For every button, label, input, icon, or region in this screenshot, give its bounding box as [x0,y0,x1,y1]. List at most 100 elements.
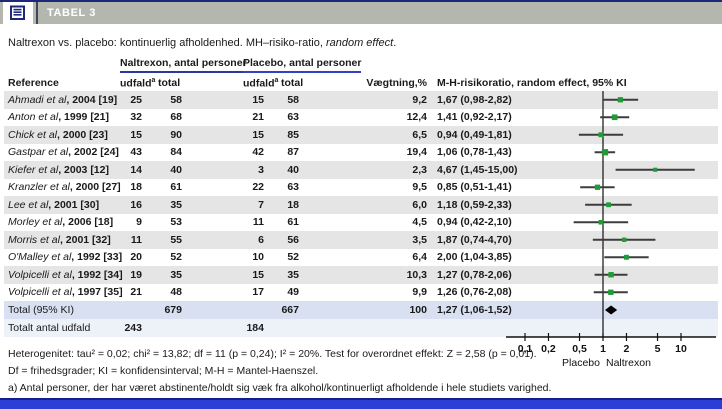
reference-cell: Morley et al, 2006 [18] [4,216,118,228]
xlabel-placebo: Placebo [562,357,600,369]
study-year-ref: , 2001 [32] [59,233,111,246]
total-events-row: Totalt antal udfald 243 184 [4,319,718,337]
placebo-udfald-cell: 15 [252,128,264,141]
study-name: Gastpar et al [8,146,69,159]
top-accent-line [0,0,722,2]
study-name: Chick et al [8,128,58,141]
table-icon [10,5,25,20]
placebo-total-cell: 40 [287,163,299,176]
footnote-heterogeneity: Heterogenitet: tau² = 0,02; chi² = 13,82… [8,348,537,360]
naltrexon-udfald-cell: 32 [130,111,142,124]
table-row: Lee et al, 2001 [30] 16 35 7 18 6,0 1,18… [4,196,718,214]
weight-cell: 9,2 [412,93,427,106]
placebo-total-cell: 87 [287,146,299,159]
col-header-naltrexon-udfald: udfalda [120,77,156,90]
total-events-naltrexon: 243 [124,322,142,334]
reference-cell: Kiefer et al, 2003 [12] [4,164,118,176]
caption-text: Naltrexon vs. placebo: kontinuerlig afho… [8,37,326,49]
risk-ratio-cell: 1,67 (0,98-2,82) [437,93,512,106]
tick-label: 5 [655,343,661,355]
footnote-marker-a: a [151,77,156,84]
placebo-udfald-cell: 6 [258,233,264,246]
footnotes: Heterogenitet: tau² = 0,02; chi² = 13,82… [8,348,551,399]
tick-label: 0,5 [572,343,587,355]
footnote-a: a) Antal personer, der har været abstine… [8,382,552,394]
total-placebo-n: 667 [281,304,299,316]
reference-cell: Kranzler et al, 2000 [27] [4,181,121,194]
weight-cell: 19,4 [406,146,427,159]
risk-ratio-cell: 0,94 (0,42-2,10) [437,216,512,229]
study-year-ref: , 2003 [12] [58,163,109,176]
table-row: Ahmadi et al, 2004 [19] 25 58 15 58 9,2 … [4,91,718,109]
naltrexon-udfald-cell: 16 [130,198,142,211]
weight-cell: 10,3 [406,268,427,281]
risk-ratio-cell: 0,94 (0,49-1,81) [437,128,512,141]
placebo-total-cell: 61 [287,216,299,229]
weight-cell: 2,3 [412,163,427,176]
table-row: Chick et al, 2000 [23] 15 90 15 85 6,5 0… [4,126,718,144]
placebo-udfald-cell: 21 [252,111,264,124]
total-risk-ratio: 1,27 (1,06-1,52) [437,304,512,316]
total-events-placebo: 184 [246,322,264,334]
weight-cell: 4,5 [412,216,427,229]
placebo-total-cell: 63 [287,181,299,194]
reference-cell: Chick et al, 2000 [23] [4,129,118,141]
titlebar-separator [36,2,38,24]
col-header-weight: Vægtning,% [366,77,427,89]
reference-cell: Anton et al, 1999 [21] [4,111,118,123]
reference-cell: Morris et al, 2001 [32] [4,234,118,246]
risk-ratio-cell: 1,18 (0,59-2,33) [437,198,512,211]
placebo-udfald-cell: 42 [252,146,264,159]
placebo-udfald-cell: 15 [252,93,264,106]
naltrexon-total-cell: 53 [170,216,182,229]
naltrexon-udfald-cell: 15 [130,128,142,141]
naltrexon-total-cell: 68 [170,111,182,124]
table-row: Volpicelli et al, 1997 [35] 21 48 17 49 … [4,284,718,302]
naltrexon-udfald-cell: 18 [130,181,142,194]
naltrexon-total-cell: 55 [170,233,182,246]
study-name: Morley et al [8,216,63,229]
caption-italic: random effect [325,37,394,49]
study-year-ref: , 1992 [34] [71,268,123,281]
table-row: Kiefer et al, 2003 [12] 14 40 3 40 2,3 4… [4,161,718,179]
study-year-ref: , 1997 [35] [71,286,123,299]
placebo-total-cell: 56 [287,233,299,246]
study-name: Volpicelli et al [8,286,72,299]
reference-cell: Gastpar et al, 2002 [24] [4,146,119,159]
total-label: Total (95% KI) [8,304,74,316]
weight-cell: 6,0 [412,198,427,211]
naltrexon-udfald-cell: 43 [130,146,142,159]
placebo-udfald-cell: 10 [252,251,264,264]
total-naltrexon-n: 679 [164,304,182,316]
study-name: Anton et al [8,111,59,124]
study-year-ref: , 2001 [30] [48,198,100,211]
placebo-total-cell: 85 [287,128,299,141]
placebo-total-cell: 63 [287,111,299,124]
placebo-total-cell: 52 [287,251,299,264]
group-header-placebo: Placebo, antal personer [243,57,362,73]
placebo-udfald-cell: 15 [252,268,264,281]
table-row: Kranzler et al, 2000 [27] 18 61 22 63 9,… [4,179,718,197]
placebo-udfald-cell: 22 [252,181,264,194]
risk-ratio-cell: 1,41 (0,92-2,17) [437,111,512,124]
table-icon-box [3,2,33,24]
naltrexon-total-cell: 40 [170,163,182,176]
study-name: Lee et al [8,198,49,211]
table-row: O'Malley et al, 1992 [33] 20 52 10 52 6,… [4,249,718,267]
col-header-reference: Reference [8,77,59,89]
study-name: Kranzler et al [8,181,70,194]
placebo-udfald-cell: 3 [258,163,264,176]
study-year-ref: , 2002 [24] [68,146,119,159]
table-row: Morley et al, 2006 [18] 9 53 11 61 4,5 0… [4,214,718,232]
total-weight: 100 [409,304,427,316]
reference-cell: O'Malley et al, 1992 [33] [4,251,122,263]
naltrexon-udfald-cell: 11 [130,233,142,246]
study-name: Kiefer et al [8,163,59,176]
risk-ratio-cell: 1,87 (0,74-4,70) [437,233,512,246]
risk-ratio-cell: 1,06 (0,78-1,43) [437,146,512,159]
risk-ratio-cell: 1,27 (0,78-2,06) [437,268,512,281]
col-header-risk-ratio: M-H-risikoratio, random effect, 95% KI [437,77,627,89]
weight-cell: 6,4 [412,251,427,264]
reference-cell: Lee et al, 2001 [30] [4,199,118,211]
